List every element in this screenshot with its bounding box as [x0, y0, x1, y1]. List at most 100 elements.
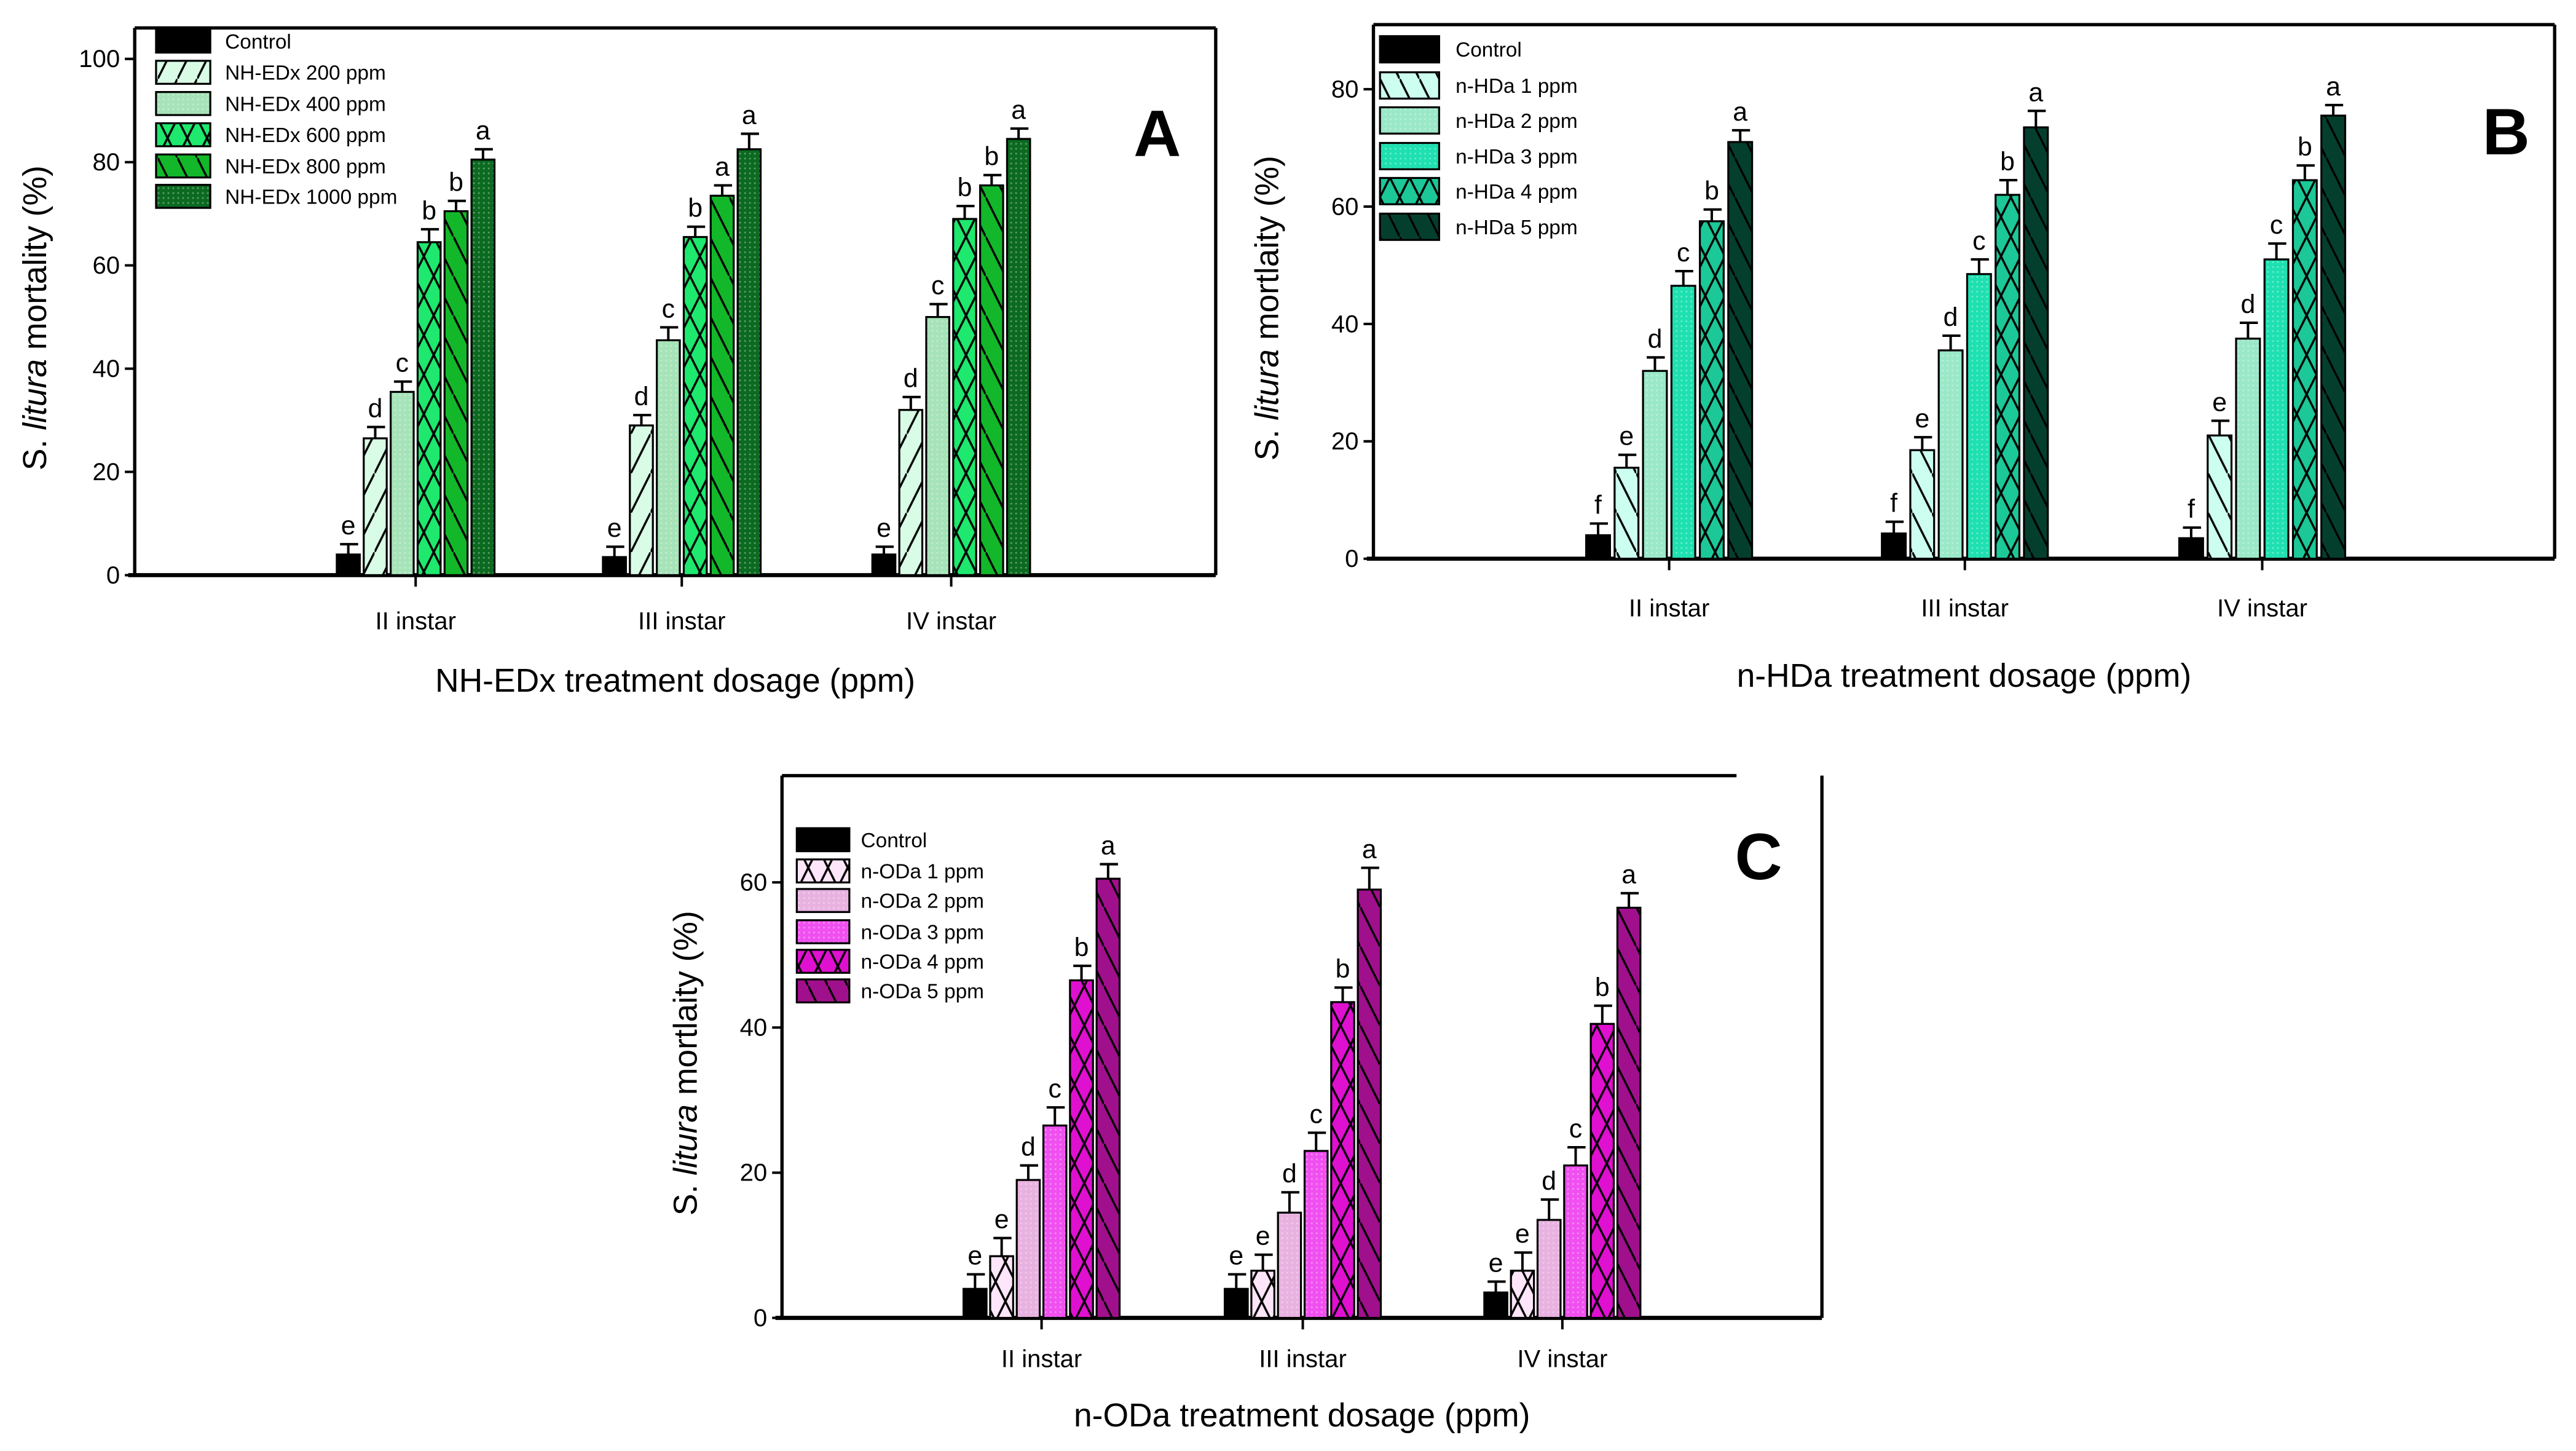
significance-letter: d [904, 364, 918, 393]
legend-swatch [795, 827, 851, 853]
legend-label: NH-EDx 400 ppm [225, 93, 386, 116]
y-tick-label: 0 [1345, 545, 1358, 572]
bar [470, 158, 496, 577]
y-axis-title-part: S. [668, 1176, 704, 1216]
legend-swatch [155, 60, 211, 85]
x-tick-label: IV instar [906, 608, 996, 635]
legend-label: n-HDa 3 ppm [1455, 146, 1578, 168]
bar [1277, 1211, 1302, 1319]
x-tick-label: III instar [1259, 1346, 1347, 1373]
legend-label: n-HDa 4 ppm [1455, 181, 1578, 204]
significance-letter: b [984, 142, 999, 172]
y-tick-label: 0 [754, 1305, 767, 1332]
significance-letter: e [1515, 1219, 1530, 1249]
y-tick-label: 60 [740, 869, 768, 896]
bar [1616, 906, 1642, 1319]
significance-letter: d [2240, 290, 2255, 319]
bar [1015, 1179, 1041, 1319]
y-axis-title-part: litura [1249, 349, 1285, 421]
y-tick-label: 20 [1331, 428, 1359, 455]
legend-swatch [795, 949, 851, 974]
significance-letter: a [1101, 831, 1116, 861]
significance-letter: a [2028, 77, 2043, 107]
significance-letter: d [634, 382, 649, 411]
bar [871, 553, 897, 577]
significance-letter: e [607, 513, 622, 543]
significance-letter: c [1677, 238, 1690, 267]
y-axis-title: S. litura mortlaity (%) [668, 911, 704, 1216]
bar [1357, 888, 1382, 1319]
legend-swatch [155, 91, 211, 116]
bar [1642, 370, 1668, 560]
y-axis-title-part: litura [17, 359, 53, 430]
panel-label: A [1133, 97, 1181, 170]
significance-letter: b [1704, 176, 1719, 206]
bar [629, 424, 654, 577]
y-axis-title-part: litura [668, 1104, 704, 1176]
bar [389, 390, 415, 577]
bar [1909, 449, 1936, 560]
bar [1966, 273, 1992, 560]
bar [416, 241, 442, 577]
significance-letter: a [742, 101, 757, 130]
significance-letter: c [1569, 1114, 1582, 1144]
bar [989, 1255, 1014, 1319]
bar [2235, 338, 2261, 560]
bar [1589, 1022, 1615, 1319]
significance-letter: e [876, 513, 891, 543]
bar [979, 184, 1004, 577]
significance-letter: b [1595, 973, 1610, 1002]
y-tick-label: 80 [1331, 76, 1359, 103]
bar [709, 194, 735, 577]
legend-label: Control [225, 31, 291, 53]
bar [1510, 1270, 1535, 1319]
significance-letter: e [1229, 1241, 1243, 1271]
chart-panel-b: 0 20 40 60 80 II instar III instar IV instar f f f… [1249, 23, 2556, 694]
significance-letter: a [476, 116, 490, 146]
bar [898, 409, 924, 577]
bar [1042, 1125, 1068, 1319]
y-axis-title-part: S. [17, 430, 53, 470]
y-tick-label: 0 [106, 562, 120, 589]
bar [1483, 1291, 1508, 1319]
bar [1670, 285, 1696, 560]
y-axis-title-part: mortlaity (%) [668, 911, 704, 1104]
bar [1330, 1001, 1355, 1319]
legend-swatch [155, 122, 211, 148]
x-axis-title: NH-EDx treatment dosage (ppm) [435, 663, 915, 699]
bar [1881, 532, 1907, 560]
bar [1698, 220, 1725, 560]
y-tick-label: 80 [93, 149, 120, 176]
legend-label: NH-EDx 600 ppm [225, 124, 386, 147]
bar [1006, 138, 1031, 577]
legend-swatch [795, 888, 851, 913]
bar [1069, 979, 1094, 1319]
bar [602, 556, 627, 577]
bar [1536, 1219, 1562, 1319]
y-axis-title-part: mortlaity (%) [1249, 156, 1285, 349]
x-tick-label: IV instar [1517, 1346, 1607, 1373]
bar [1995, 194, 2021, 560]
significance-letter: e [995, 1205, 1009, 1235]
y-axis-title-part: mortality (%) [17, 165, 53, 359]
bar [1613, 467, 1640, 560]
significance-letter: a [2326, 72, 2341, 101]
significance-letter: c [396, 349, 409, 378]
legend-label: n-ODa 5 ppm [861, 981, 984, 1003]
bar [2291, 179, 2318, 560]
x-axis-title: n-ODa treatment dosage (ppm) [1074, 1398, 1530, 1434]
significance-letter: c [1972, 226, 1985, 256]
chart-panel-a: 0 20 40 60 80 100 II instar III instar IV instar… [17, 26, 1218, 699]
significance-letter: c [662, 294, 675, 323]
significance-letter: d [1542, 1166, 1556, 1196]
legend-swatch [795, 858, 851, 884]
significance-letter: b [958, 173, 972, 202]
bar [655, 339, 681, 577]
legend-swatch [155, 28, 211, 54]
legend-label: n-ODa 2 ppm [861, 890, 984, 913]
bar [1563, 1164, 1588, 1319]
bar [1223, 1287, 1249, 1319]
legend-label: n-HDa 1 ppm [1455, 75, 1578, 98]
legend-label: n-ODa 3 ppm [861, 921, 984, 944]
